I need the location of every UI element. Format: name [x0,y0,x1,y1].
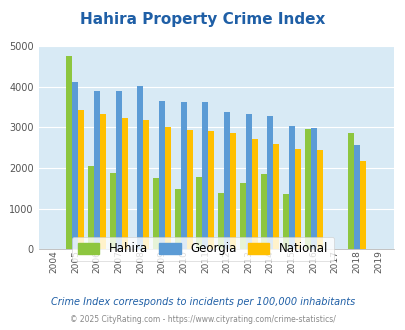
Bar [196,177,202,249]
Bar [186,130,192,249]
Bar [153,178,159,249]
Bar [122,118,128,249]
Bar [180,102,186,249]
Bar [245,114,251,249]
Text: Crime Index corresponds to incidents per 100,000 inhabitants: Crime Index corresponds to incidents per… [51,297,354,307]
Bar [66,56,72,249]
Bar [143,120,149,249]
Bar [224,112,230,249]
Bar [217,193,224,249]
Bar [72,82,78,249]
Bar [88,166,94,249]
Bar [115,91,122,249]
Text: Hahira Property Crime Index: Hahira Property Crime Index [80,12,325,26]
Bar [230,133,236,249]
Bar [347,133,353,249]
Legend: Hahira, Georgia, National: Hahira, Georgia, National [72,237,333,261]
Text: © 2025 CityRating.com - https://www.cityrating.com/crime-statistics/: © 2025 CityRating.com - https://www.city… [70,315,335,324]
Bar [208,131,214,249]
Bar [310,128,316,249]
Bar [266,116,273,249]
Bar [239,183,245,249]
Bar [316,150,322,249]
Bar [260,175,266,249]
Bar [109,173,115,249]
Bar [282,193,288,249]
Bar [174,189,180,249]
Bar [251,139,257,249]
Bar [78,110,84,249]
Bar [273,144,279,249]
Bar [288,126,294,249]
Bar [159,101,165,249]
Bar [94,91,100,249]
Bar [137,86,143,249]
Bar [100,114,106,249]
Bar [294,149,301,249]
Bar [202,102,208,249]
Bar [353,145,359,249]
Bar [359,161,365,249]
Bar [304,129,310,249]
Bar [165,127,171,249]
